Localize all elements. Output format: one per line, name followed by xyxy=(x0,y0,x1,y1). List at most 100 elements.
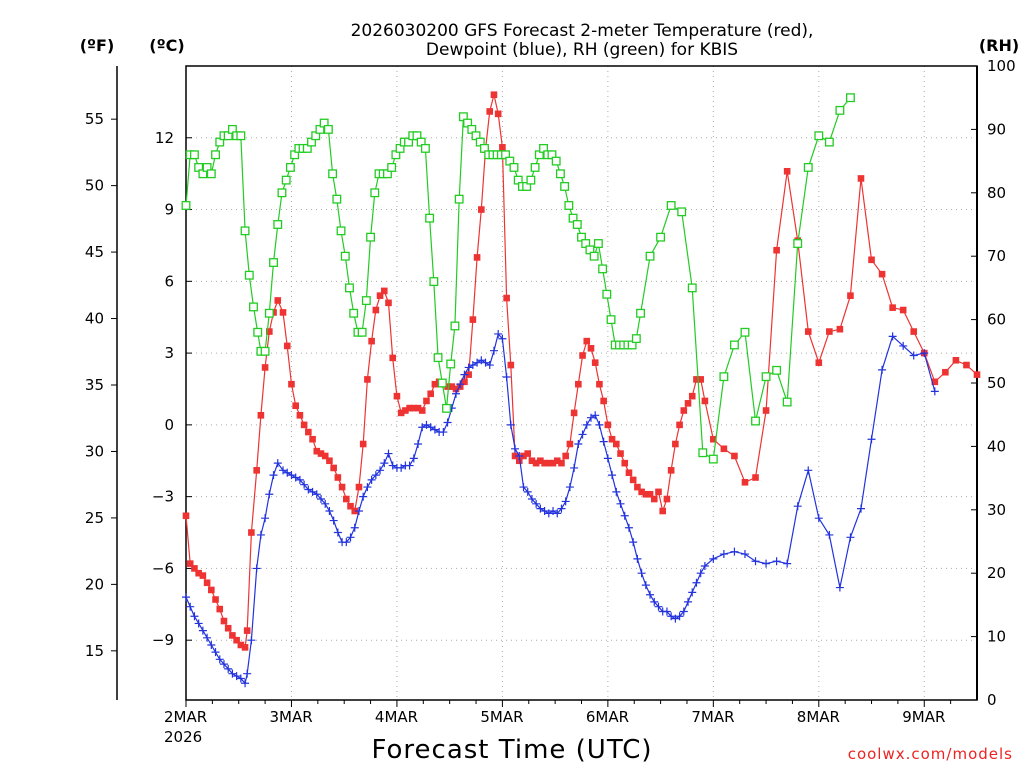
data-point xyxy=(426,423,435,432)
data-point xyxy=(291,473,300,482)
data-point xyxy=(509,162,519,172)
data-point xyxy=(371,471,380,480)
data-point xyxy=(679,607,688,616)
fahrenheit-tick-label: 25 xyxy=(85,509,104,527)
data-point xyxy=(952,356,960,364)
data-point xyxy=(676,421,683,429)
data-point xyxy=(692,578,701,587)
data-point xyxy=(367,475,376,484)
rh-tick-label: 90 xyxy=(987,120,1006,138)
data-point xyxy=(376,466,385,475)
data-point xyxy=(761,372,771,382)
data-point xyxy=(700,562,709,571)
data-point xyxy=(450,321,460,331)
celsius-tick-label: 9 xyxy=(164,201,174,219)
data-point xyxy=(570,409,578,417)
data-point xyxy=(553,509,562,518)
data-point xyxy=(708,454,718,464)
data-point xyxy=(194,619,203,628)
data-point xyxy=(494,110,502,118)
rh-tick-label: 20 xyxy=(987,564,1006,582)
data-point xyxy=(494,329,503,338)
data-point xyxy=(387,162,397,172)
data-point xyxy=(326,457,333,465)
data-point xyxy=(662,607,671,616)
data-point xyxy=(616,499,625,508)
data-point xyxy=(485,361,494,370)
data-point xyxy=(654,602,663,611)
data-point xyxy=(762,407,770,414)
data-point xyxy=(783,167,791,175)
data-point xyxy=(617,450,624,457)
data-point xyxy=(672,440,679,448)
data-point xyxy=(342,538,351,547)
data-point xyxy=(427,390,434,398)
celsius-tick-label: 12 xyxy=(155,129,174,147)
data-point xyxy=(253,327,263,337)
data-point xyxy=(847,292,854,299)
x-tick-label: 9MAR xyxy=(902,708,945,726)
chart-title-line1: 2026030200 GFS Forecast 2-meter Temperat… xyxy=(351,21,814,41)
data-point xyxy=(598,264,608,274)
fahrenheit-tick-label: 20 xyxy=(85,575,104,593)
data-point xyxy=(189,150,199,160)
data-point xyxy=(295,475,304,484)
data-point xyxy=(372,306,380,314)
data-point xyxy=(498,334,507,343)
data-point xyxy=(553,457,561,465)
data-point xyxy=(336,226,346,236)
data-point xyxy=(586,413,595,422)
data-point xyxy=(366,232,376,242)
fahrenheit-tick-label: 50 xyxy=(85,177,104,195)
data-point xyxy=(203,579,211,587)
data-point xyxy=(973,371,981,378)
data-point xyxy=(244,270,254,280)
data-point xyxy=(380,287,388,295)
data-point xyxy=(515,457,523,465)
data-point xyxy=(645,251,655,261)
data-point xyxy=(560,182,570,191)
data-point xyxy=(418,423,427,432)
data-point xyxy=(345,283,354,293)
data-point xyxy=(364,376,371,383)
data-point xyxy=(249,302,258,312)
data-point xyxy=(663,495,671,503)
data-point xyxy=(313,447,321,455)
data-point xyxy=(409,454,418,463)
x-tick-label: 2MAR xyxy=(164,708,207,726)
data-point xyxy=(347,502,354,510)
data-point xyxy=(323,124,333,134)
data-point xyxy=(557,504,566,513)
data-point xyxy=(312,490,321,499)
data-point xyxy=(693,376,700,383)
data-point xyxy=(603,454,612,463)
data-point xyxy=(423,397,430,405)
data-point xyxy=(208,586,215,594)
fahrenheit-tick-label: 30 xyxy=(85,442,104,460)
data-point xyxy=(751,416,760,426)
data-point xyxy=(212,596,219,603)
data-point xyxy=(730,547,739,556)
data-point xyxy=(574,440,583,449)
data-point xyxy=(410,404,418,412)
data-point xyxy=(241,644,249,651)
data-point xyxy=(248,529,255,536)
data-point xyxy=(629,476,637,484)
data-point xyxy=(321,499,330,508)
data-point xyxy=(304,485,313,494)
data-point xyxy=(729,340,739,350)
data-point xyxy=(909,351,918,360)
data-point xyxy=(942,368,949,376)
data-point xyxy=(499,144,506,151)
data-point xyxy=(186,602,195,611)
data-point xyxy=(264,308,274,318)
data-point xyxy=(589,251,599,261)
data-point xyxy=(634,483,641,491)
data-point xyxy=(667,467,675,474)
data-point xyxy=(562,452,569,460)
data-point xyxy=(486,108,494,115)
data-point xyxy=(316,495,325,504)
data-point xyxy=(216,605,224,613)
rh-tick-label: 100 xyxy=(987,57,1016,75)
